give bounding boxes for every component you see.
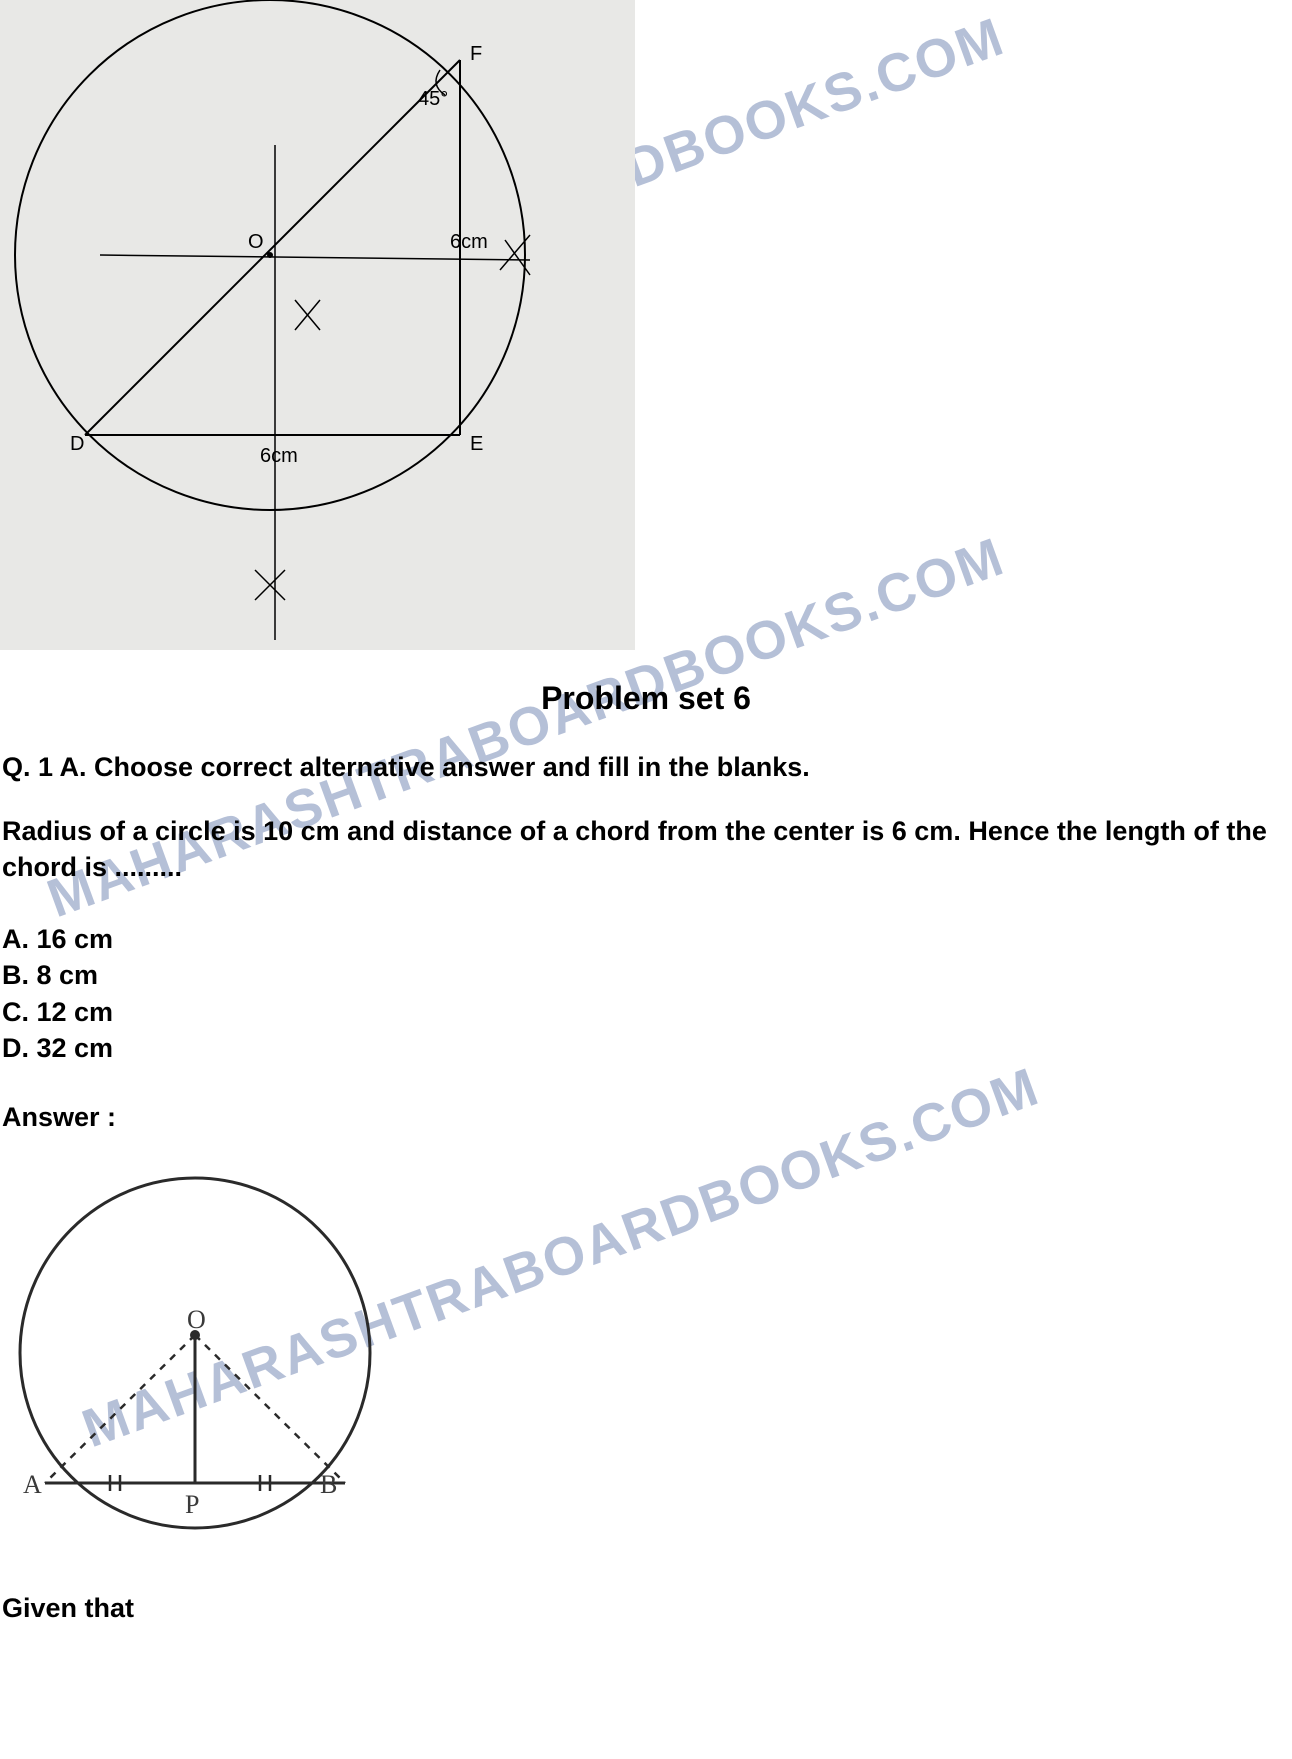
label2-P: P — [185, 1490, 199, 1519]
label-chord: 6cm — [260, 445, 298, 467]
content-area: O F E D 45° 6cm 6cm Problem set 6 Q. 1 A… — [0, 0, 1292, 1624]
option-b: B. 8 cm — [2, 957, 1290, 993]
option-a: A. 16 cm — [2, 921, 1290, 957]
label-angle: 45° — [418, 88, 448, 110]
diagram-circle-triangle: O F E D 45° 6cm 6cm — [0, 0, 635, 650]
label-E: E — [470, 433, 483, 455]
options-block: A. 16 cm B. 8 cm C. 12 cm D. 32 cm — [0, 921, 1292, 1067]
answer-label: Answer : — [0, 1102, 1292, 1133]
question-label: Q. 1 A. Choose correct alternative answe… — [0, 752, 1292, 783]
option-c: C. 12 cm — [2, 994, 1290, 1030]
label2-O: O — [187, 1305, 206, 1334]
label-radius: 6cm — [450, 231, 488, 253]
page-container: MAHARASHTRABOARDBOOKS.COM MAHARASHTRABOA… — [0, 0, 1292, 1759]
diagram2-svg: O A B P — [5, 1163, 385, 1543]
question-text: Radius of a circle is 10 cm and distance… — [0, 813, 1292, 886]
diagram1-svg: O F E D 45° 6cm 6cm — [0, 0, 635, 650]
label-D: D — [70, 433, 84, 455]
label2-A: A — [23, 1470, 42, 1499]
problem-set-heading: Problem set 6 — [0, 680, 1292, 717]
diagram-chord-circle: O A B P — [5, 1163, 385, 1543]
label-F: F — [470, 43, 482, 65]
label-O: O — [248, 231, 264, 253]
given-text: Given that — [0, 1593, 1292, 1624]
option-d: D. 32 cm — [2, 1030, 1290, 1066]
label2-B: B — [320, 1470, 337, 1499]
